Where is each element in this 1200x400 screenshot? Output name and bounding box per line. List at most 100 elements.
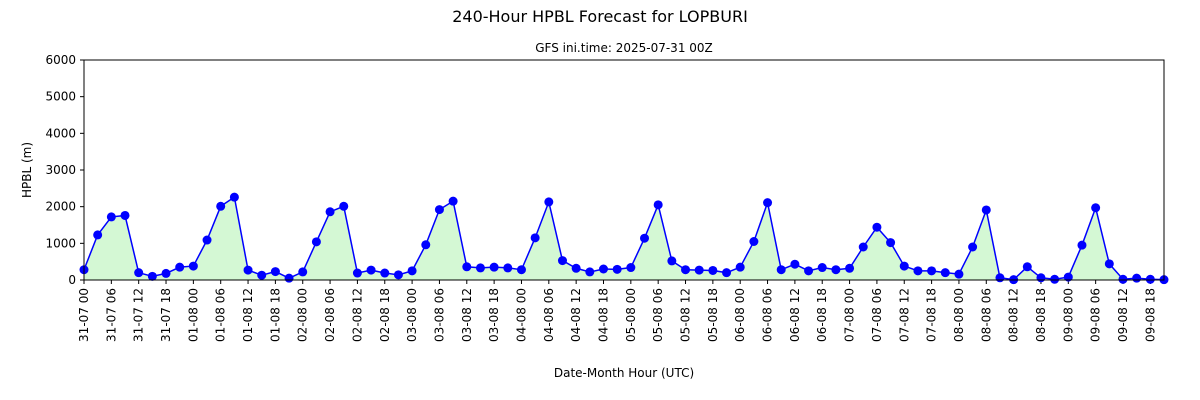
x-tick-label: 09-08 06 xyxy=(1089,288,1103,342)
data-point xyxy=(1022,262,1032,272)
x-tick-label: 07-08 00 xyxy=(843,288,857,342)
x-tick-label: 04-08 18 xyxy=(596,288,610,342)
x-tick-label: 08-08 06 xyxy=(979,288,993,342)
data-point xyxy=(640,233,650,243)
data-point xyxy=(489,262,499,272)
x-tick-label: 04-08 00 xyxy=(514,288,528,342)
data-point xyxy=(366,265,376,275)
data-point xyxy=(872,222,882,232)
x-tick-label: 08-08 18 xyxy=(1034,288,1048,342)
data-point xyxy=(1050,274,1060,284)
x-tick-label: 03-08 18 xyxy=(487,288,501,342)
x-tick-label: 01-08 12 xyxy=(241,288,255,342)
y-tick-label: 6000 xyxy=(45,53,76,67)
data-point xyxy=(790,259,800,269)
data-point xyxy=(257,270,267,280)
data-point xyxy=(202,235,212,245)
y-tick-label: 0 xyxy=(68,273,76,287)
data-point xyxy=(93,230,103,240)
y-tick-label: 2000 xyxy=(45,200,76,214)
data-point xyxy=(954,269,964,279)
data-point xyxy=(1145,274,1155,284)
x-tick-label: 31-07 18 xyxy=(159,288,173,342)
data-point xyxy=(243,265,253,275)
chart-subtitle: GFS ini.time: 2025-07-31 00Z xyxy=(535,41,713,55)
x-tick-label: 06-08 18 xyxy=(815,288,829,342)
x-tick-label: 09-08 00 xyxy=(1061,288,1075,342)
data-point xyxy=(858,242,868,252)
data-point xyxy=(448,196,458,206)
x-tick-label: 31-07 12 xyxy=(132,288,146,342)
data-point xyxy=(708,265,718,275)
data-point xyxy=(175,262,185,272)
x-tick-label: 02-08 06 xyxy=(323,288,337,342)
data-point xyxy=(475,263,485,273)
data-point xyxy=(886,238,896,248)
x-tick-label: 07-08 12 xyxy=(897,288,911,342)
data-point xyxy=(845,263,855,273)
x-tick-label: 07-08 18 xyxy=(925,288,939,342)
data-point xyxy=(339,201,349,211)
data-point xyxy=(1132,273,1142,283)
data-point xyxy=(530,233,540,243)
x-tick-label: 06-08 00 xyxy=(733,288,747,342)
data-point xyxy=(1091,203,1101,213)
data-point xyxy=(516,265,526,275)
x-tick-label: 04-08 06 xyxy=(542,288,556,342)
hpbl-markers xyxy=(79,192,1169,285)
x-tick-label: 05-08 00 xyxy=(624,288,638,342)
data-point xyxy=(940,268,950,278)
x-tick-label: 06-08 12 xyxy=(788,288,802,342)
data-point xyxy=(612,264,622,274)
data-point xyxy=(229,192,239,202)
x-tick-label: 31-07 06 xyxy=(104,288,118,342)
data-point xyxy=(120,210,130,220)
plot-frame xyxy=(83,59,1165,281)
x-tick-label: 01-08 18 xyxy=(268,288,282,342)
x-tick-label: 03-08 00 xyxy=(405,288,419,342)
data-point xyxy=(749,237,759,246)
data-point xyxy=(270,267,280,277)
data-point xyxy=(722,268,732,278)
data-point xyxy=(161,268,171,278)
y-tick-label: 3000 xyxy=(45,163,76,177)
x-tick-label: 09-08 12 xyxy=(1116,288,1130,342)
data-point xyxy=(694,265,704,275)
data-point xyxy=(571,263,581,273)
data-point xyxy=(503,263,513,273)
data-point xyxy=(1036,273,1046,283)
data-point xyxy=(981,205,991,215)
data-point xyxy=(681,265,691,275)
data-point xyxy=(598,264,608,274)
data-point xyxy=(927,266,937,276)
data-point xyxy=(352,268,362,278)
data-point xyxy=(421,240,431,250)
data-point xyxy=(585,267,595,277)
x-tick-label: 08-08 12 xyxy=(1007,288,1021,342)
data-point xyxy=(1077,240,1087,250)
data-point xyxy=(653,200,663,210)
data-point xyxy=(134,268,144,278)
x-tick-label: 06-08 06 xyxy=(761,288,775,342)
data-point xyxy=(1118,274,1128,284)
data-point xyxy=(667,256,677,266)
x-tick-label: 08-08 00 xyxy=(952,288,966,342)
data-point xyxy=(913,266,923,276)
x-axis-label: Date-Month Hour (UTC) xyxy=(554,366,694,380)
x-tick-label: 01-08 06 xyxy=(214,288,228,342)
x-tick-label: 02-08 00 xyxy=(296,288,310,342)
y-axis-ticks: 0 1000 2000 3000 4000 5000 6000 xyxy=(45,53,84,287)
x-tick-label: 02-08 18 xyxy=(378,288,392,342)
y-tick-label: 5000 xyxy=(45,90,76,104)
data-point xyxy=(311,237,321,247)
data-point xyxy=(735,262,745,272)
x-tick-label: 03-08 12 xyxy=(460,288,474,342)
data-point xyxy=(380,268,390,278)
data-point xyxy=(626,263,636,273)
data-point xyxy=(817,263,827,273)
data-point xyxy=(544,197,554,207)
data-point xyxy=(407,266,417,276)
data-point xyxy=(1104,259,1114,269)
x-tick-label: 03-08 06 xyxy=(432,288,446,342)
